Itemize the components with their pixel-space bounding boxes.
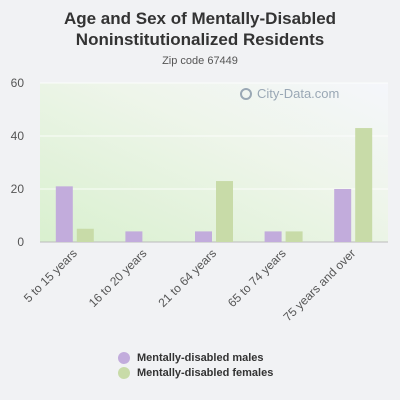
bar-males xyxy=(125,231,143,242)
bar-males xyxy=(264,231,282,242)
x-tick-label: 65 to 74 years xyxy=(225,246,289,310)
bar-males xyxy=(55,186,73,242)
y-tick-label: 20 xyxy=(11,182,25,196)
bar-females xyxy=(355,128,373,242)
chart-title: Age and Sex of Mentally-Disabled Noninst… xyxy=(63,9,337,49)
legend-label-females: Mentally-disabled females xyxy=(137,366,274,379)
watermark-text: City-Data.com xyxy=(257,86,340,101)
bar-females xyxy=(216,181,233,242)
x-tick-label: 5 to 15 years xyxy=(21,246,80,305)
x-tick-label: 21 to 64 years xyxy=(155,246,219,310)
legend-swatch-males xyxy=(118,351,130,364)
plot-area xyxy=(40,83,388,242)
magnifier-icon xyxy=(240,87,252,100)
bar-females xyxy=(285,231,303,242)
bar-males xyxy=(195,231,212,242)
x-tick-label: 75 years and over xyxy=(280,246,358,324)
legend-label-males: Mentally-disabled males xyxy=(137,351,264,364)
x-tick-label: 16 to 20 years xyxy=(86,246,150,310)
legend-item-females: Mentally-disabled females xyxy=(118,365,273,380)
legend-item-males: Mentally-disabled males xyxy=(118,350,273,365)
legend-swatch-females xyxy=(118,366,130,379)
watermark: City-Data.com xyxy=(240,86,339,101)
y-tick-label: 0 xyxy=(17,235,24,249)
chart-subtitle: Zip code 67449 xyxy=(162,55,238,67)
bar-males xyxy=(334,189,352,242)
y-tick-label: 60 xyxy=(11,76,25,90)
legend: Mentally-disabled males Mentally-disable… xyxy=(118,350,273,380)
y-tick-label: 40 xyxy=(11,129,25,143)
bar-females xyxy=(76,228,94,242)
